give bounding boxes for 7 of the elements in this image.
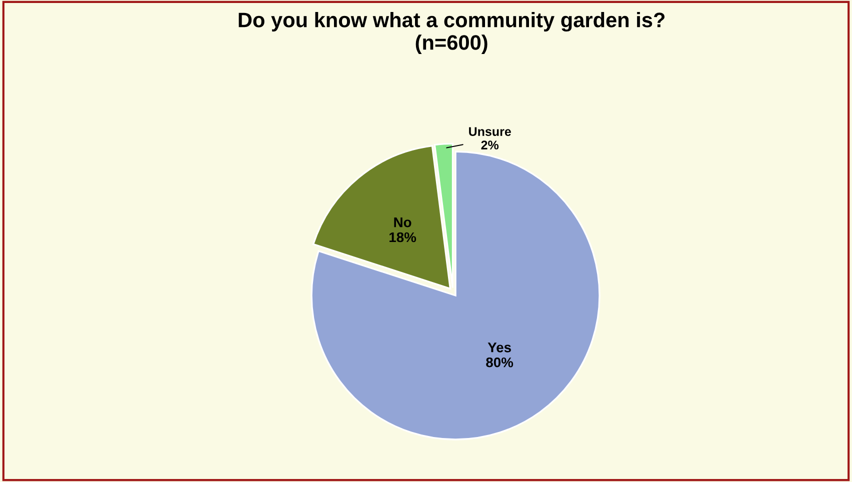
chart-title: Do you know what a community garden is? (n=600) <box>238 12 665 54</box>
data-label: 18% <box>389 232 416 242</box>
data-label: 80% <box>486 357 514 368</box>
slice-label: Yes <box>488 342 511 352</box>
slice-label: Unsure <box>469 127 511 136</box>
data-label: 2% <box>481 140 499 150</box>
slice-label: No <box>394 218 412 228</box>
